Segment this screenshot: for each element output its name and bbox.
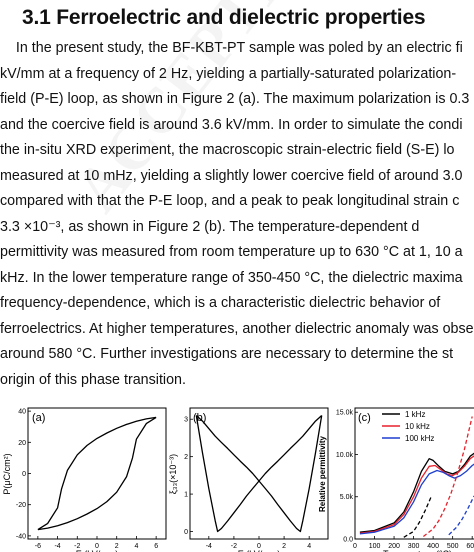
panel-b-series-1 xyxy=(195,415,323,533)
panel-c-series-5 xyxy=(448,495,474,536)
panel-b-frame xyxy=(189,407,329,540)
paragraph-line: origin of this phase transition. xyxy=(0,371,186,388)
panel-a-xtick-label: -2 xyxy=(74,543,80,550)
panel-c-xlabel: Temperature (°C) xyxy=(383,549,452,552)
panel-c-series-4 xyxy=(422,416,473,538)
panel-a-xlabel: E (kV/mm) xyxy=(76,549,119,552)
panel-b: (b) ξ₃₃(×10⁻³) -4-20243210E (kV/mm) xyxy=(168,407,329,552)
panel-a-ytick-label: 20 xyxy=(18,440,26,447)
panel-c-xtick-label: 200 xyxy=(388,543,400,550)
paragraph-line: field (P-E) loop, as shown in Figure 2 (… xyxy=(0,91,470,107)
panel-b-ytick-label: 3 xyxy=(184,417,188,424)
panel-c-xtick-label: 0 xyxy=(353,543,357,550)
panel-b-xlabel: E (kV/mm) xyxy=(238,549,281,552)
panel-c: (c) Relative permittivity 0 100 200 300 400 5… xyxy=(318,407,474,552)
panel-a-series-1 xyxy=(37,416,157,531)
panel-a-series-0 xyxy=(37,416,157,531)
panel-b-ylabel: ξ₃₃(×10⁻³) xyxy=(168,454,178,494)
paragraph-line: permittivity was measured from room temp… xyxy=(0,244,463,260)
paragraph-line: and the coercive field is around 3.6 kV/… xyxy=(0,116,463,133)
panel-c-ytick-label: 0.0 xyxy=(343,537,353,544)
paragraph-line: frequency-dependence, which is a charact… xyxy=(0,295,441,311)
panel-a-ytick-label: 0 xyxy=(22,471,26,478)
panel-c-ylabel: Relative permittivity xyxy=(318,435,327,512)
panel-b-ytick-label: 0 xyxy=(184,529,188,536)
panel-b-xtick-label: -2 xyxy=(231,543,237,550)
panel-a-xtick-label: -4 xyxy=(54,543,60,550)
panel-b-xtick-label: -4 xyxy=(206,543,212,550)
panel-c-label: (c) xyxy=(358,412,371,424)
panel-b-ytick-label: 1 xyxy=(184,492,188,499)
panel-c-ytick-label: 15.0k xyxy=(336,410,354,417)
legend-label-10khz: 10 kHz xyxy=(405,422,430,431)
panel-b-xtick-label: 0 xyxy=(257,543,261,550)
paragraph-line: In the present study, the BF-KBT-PT samp… xyxy=(0,40,463,56)
paragraph-line: measured at 10 mHz, yielding a slightly … xyxy=(0,167,463,184)
panel-c-ytick-label: 10.0k xyxy=(336,452,354,459)
panel-c-series-2 xyxy=(359,463,474,535)
section-heading: 3.1 Ferroelectric and dielectric propert… xyxy=(22,6,426,29)
panel-a-xtick-label: 2 xyxy=(115,543,119,550)
panel-c-xtick-label: 600 xyxy=(466,543,474,550)
panel-c-legend: 1 kHz 10 kHz 100 kHz xyxy=(382,410,434,443)
panel-a-ytick-label: -40 xyxy=(16,533,26,540)
paragraph-line: kHz. In the lower temperature range of 3… xyxy=(0,269,463,286)
paragraph-line: 3.3 ×10⁻³, as shown in Figure 2 (b). The… xyxy=(0,218,420,235)
panel-b-xtick-label: 2 xyxy=(282,543,286,550)
panel-c-series-1 xyxy=(359,455,474,534)
panel-a-xtick-label: 4 xyxy=(134,543,138,550)
paragraph-line: around 580 °C. Further investigations ar… xyxy=(0,346,454,362)
panel-b-ytick-label: 2 xyxy=(184,454,188,461)
panel-c-frame xyxy=(354,407,474,540)
panel-b-xtick-label: 4 xyxy=(307,543,311,550)
panel-a-xtick-label: 6 xyxy=(154,543,158,550)
paragraph-line: the in-situ XRD experiment, the macrosco… xyxy=(0,142,455,158)
panel-c-ytick-label: 5.0k xyxy=(340,494,354,501)
panel-a-ytick-label: -20 xyxy=(16,502,26,509)
panel-c-series-3 xyxy=(403,496,432,538)
legend-label-1khz: 1 kHz xyxy=(405,410,425,419)
paragraph-line: kV/mm at a frequency of 2 Hz, yielding a… xyxy=(0,65,457,82)
panel-c-series-0 xyxy=(359,452,474,533)
panel-c-xtick-label: 500 xyxy=(447,543,459,550)
panel-c-xtick-label: 300 xyxy=(408,543,420,550)
legend-label-100khz: 100 kHz xyxy=(405,434,434,443)
panel-a-xtick-label: -6 xyxy=(35,543,41,550)
watermark: ACCEPTED MANUSCRIPT xyxy=(60,0,474,226)
panel-a-label: (a) xyxy=(32,412,45,424)
paragraph-line: ferroelectrics. At higher temperatures, … xyxy=(0,320,474,337)
panel-a-xtick-label: 0 xyxy=(95,543,99,550)
panel-a-ytick-label: 40 xyxy=(18,409,26,416)
panel-c-xtick-label: 400 xyxy=(427,543,439,550)
panel-a-ylabel: P(μC/cm²) xyxy=(2,453,12,494)
paragraph-line: compared with that the P-E loop, and a p… xyxy=(0,193,460,209)
panel-a-frame xyxy=(27,407,167,540)
panel-b-series-0 xyxy=(195,415,323,533)
panel-c-xtick-label: 100 xyxy=(369,543,381,550)
